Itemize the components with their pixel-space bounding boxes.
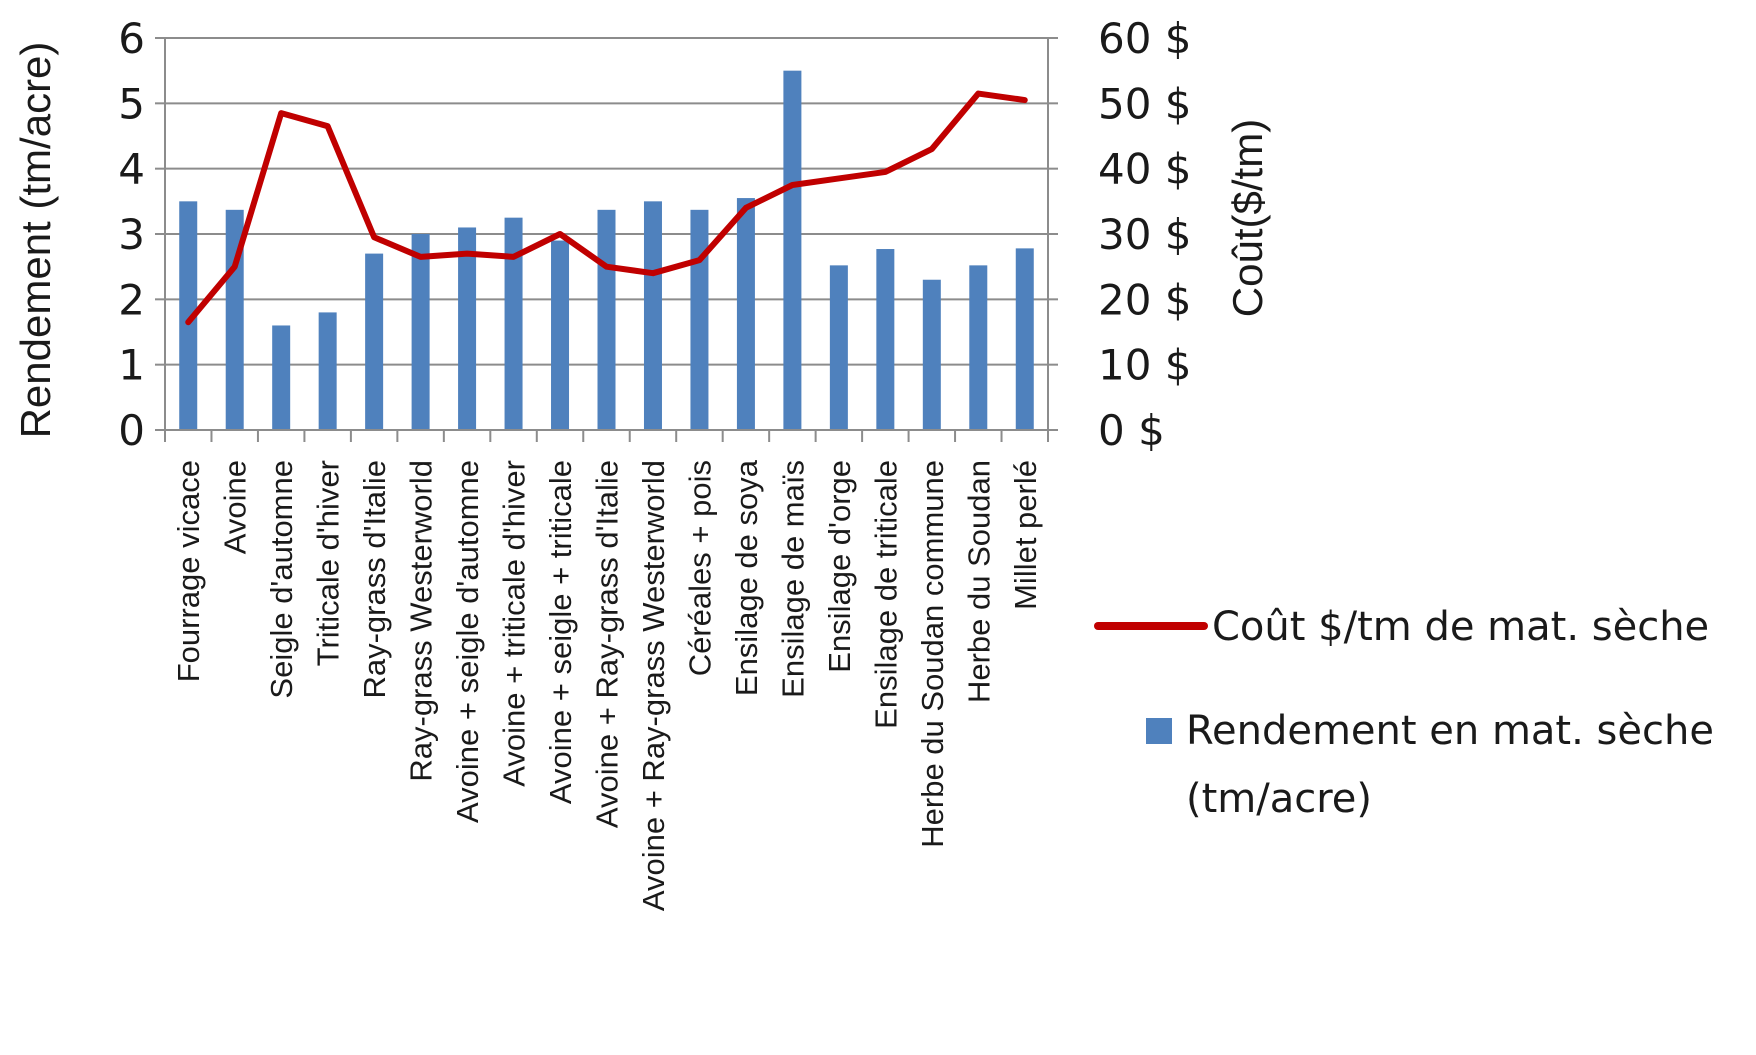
right-y-tick-label: 10 $ bbox=[1098, 341, 1192, 390]
right-y-tick-labels: 0 $ 10 $ 20 $ 30 $ 40 $ 50 $ 60 $ bbox=[1098, 14, 1192, 455]
right-y-tick-label: 60 $ bbox=[1098, 14, 1192, 63]
right-y-tick-label: 50 $ bbox=[1098, 79, 1192, 128]
category-label: Herbe du Soudan commune bbox=[915, 460, 950, 848]
right-y-tick-label: 20 $ bbox=[1098, 275, 1192, 324]
left-y-tick-label: 1 bbox=[118, 341, 145, 390]
category-label: Avoine + triticale d'hiver bbox=[497, 460, 532, 787]
bar bbox=[365, 253, 384, 430]
bar bbox=[225, 209, 244, 430]
bar bbox=[690, 209, 709, 430]
category-label: Ensilage de triticale bbox=[868, 460, 903, 729]
bar-series bbox=[179, 70, 1034, 431]
right-y-tick-label: 0 $ bbox=[1098, 406, 1165, 455]
bar bbox=[783, 70, 802, 431]
left-axis-title: Rendement (tm/acre) bbox=[12, 42, 59, 439]
category-label: Avoine + Ray-grass d'Italie bbox=[590, 460, 625, 828]
right-y-tick-label: 40 $ bbox=[1098, 145, 1192, 194]
bar bbox=[504, 217, 523, 430]
bar bbox=[643, 201, 662, 430]
left-y-tick-label: 3 bbox=[118, 210, 145, 259]
bar bbox=[922, 279, 941, 430]
bar bbox=[458, 227, 477, 430]
category-labels: Fourrage vicace Avoine Seigle d'automne Tri… bbox=[171, 459, 1043, 911]
category-label: Fourrage vicace bbox=[171, 460, 206, 682]
category-label: Ensilage d'orge bbox=[822, 460, 857, 673]
bar bbox=[179, 201, 198, 430]
bar bbox=[411, 234, 430, 430]
bar bbox=[597, 209, 616, 430]
legend: Coût $/tm de mat. sèche Rendement en mat… bbox=[1094, 604, 1714, 822]
axes bbox=[155, 37, 1058, 442]
category-label: Avoine + seigle d'automne bbox=[450, 460, 485, 823]
category-label: Avoine + Ray-grass Westerworld bbox=[636, 460, 671, 911]
category-label: Triticale d'hiver bbox=[311, 460, 346, 666]
bar bbox=[829, 265, 848, 430]
left-y-tick-label: 4 bbox=[118, 145, 145, 194]
bar bbox=[1015, 248, 1034, 430]
category-label: Avoine bbox=[218, 460, 253, 554]
bar bbox=[736, 198, 755, 430]
line-series bbox=[185, 90, 1028, 326]
left-y-tick-label: 5 bbox=[118, 79, 145, 128]
left-y-tick-label: 6 bbox=[118, 14, 145, 63]
legend-bar-label-line2: (tm/acre) bbox=[1186, 776, 1372, 822]
legend-bar-swatch bbox=[1146, 718, 1172, 744]
left-y-tick-label: 0 bbox=[118, 406, 145, 455]
category-label: Millet perlé bbox=[1008, 460, 1043, 610]
category-label: Ray-grass d'Italie bbox=[357, 460, 392, 699]
category-label: Avoine + seigle + triticale bbox=[543, 460, 578, 804]
right-y-tick-label: 30 $ bbox=[1098, 210, 1192, 259]
bar bbox=[318, 312, 337, 430]
bar bbox=[969, 265, 988, 430]
right-axis-title: Coût($/tm) bbox=[1224, 119, 1271, 317]
category-label: Ensilage de soya bbox=[729, 459, 764, 696]
bar bbox=[551, 240, 570, 430]
category-label: Seigle d'automne bbox=[264, 460, 299, 699]
category-label: Ensilage de maïs bbox=[775, 460, 810, 698]
left-y-tick-labels: 0 1 2 3 4 5 6 bbox=[118, 14, 145, 455]
category-label: Ray-grass Westerworld bbox=[404, 460, 439, 782]
bar bbox=[876, 249, 895, 430]
category-label: Herbe du Soudan bbox=[961, 460, 996, 703]
left-y-tick-label: 2 bbox=[118, 275, 145, 324]
legend-line-label: Coût $/tm de mat. sèche bbox=[1212, 604, 1709, 650]
legend-bar-label-line1: Rendement en mat. sèche bbox=[1186, 708, 1714, 754]
bar bbox=[272, 325, 291, 430]
category-label: Céréales + pois bbox=[682, 460, 717, 676]
